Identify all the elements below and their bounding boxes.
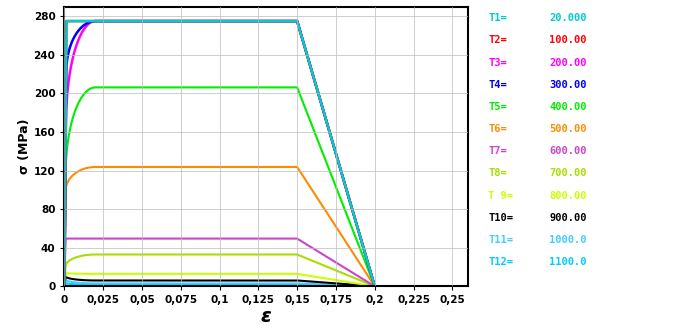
Text: 100.00: 100.00 [549, 35, 586, 45]
Text: T7=: T7= [488, 146, 507, 156]
Text: 1100.0: 1100.0 [549, 257, 586, 267]
Text: 800.00: 800.00 [549, 191, 586, 201]
Text: 500.00: 500.00 [549, 124, 586, 134]
Text: T12=: T12= [488, 257, 513, 267]
Text: T4=: T4= [488, 80, 507, 90]
Text: T6=: T6= [488, 124, 507, 134]
Text: T1=: T1= [488, 13, 507, 23]
Text: 1000.0: 1000.0 [549, 235, 586, 245]
Text: 600.00: 600.00 [549, 146, 586, 156]
Text: 200.00: 200.00 [549, 58, 586, 68]
Text: T2=: T2= [488, 35, 507, 45]
Text: T8=: T8= [488, 168, 507, 178]
Text: 700.00: 700.00 [549, 168, 586, 178]
Text: T3=: T3= [488, 58, 507, 68]
Text: 20.000: 20.000 [549, 13, 586, 23]
Y-axis label: σ (MPa): σ (MPa) [18, 119, 31, 174]
Text: 900.00: 900.00 [549, 213, 586, 223]
Text: 400.00: 400.00 [549, 102, 586, 112]
Text: 300.00: 300.00 [549, 80, 586, 90]
Text: T10=: T10= [488, 213, 513, 223]
Text: T11=: T11= [488, 235, 513, 245]
Text: T 9=: T 9= [488, 191, 513, 201]
Text: T5=: T5= [488, 102, 507, 112]
X-axis label: ε: ε [260, 307, 272, 326]
